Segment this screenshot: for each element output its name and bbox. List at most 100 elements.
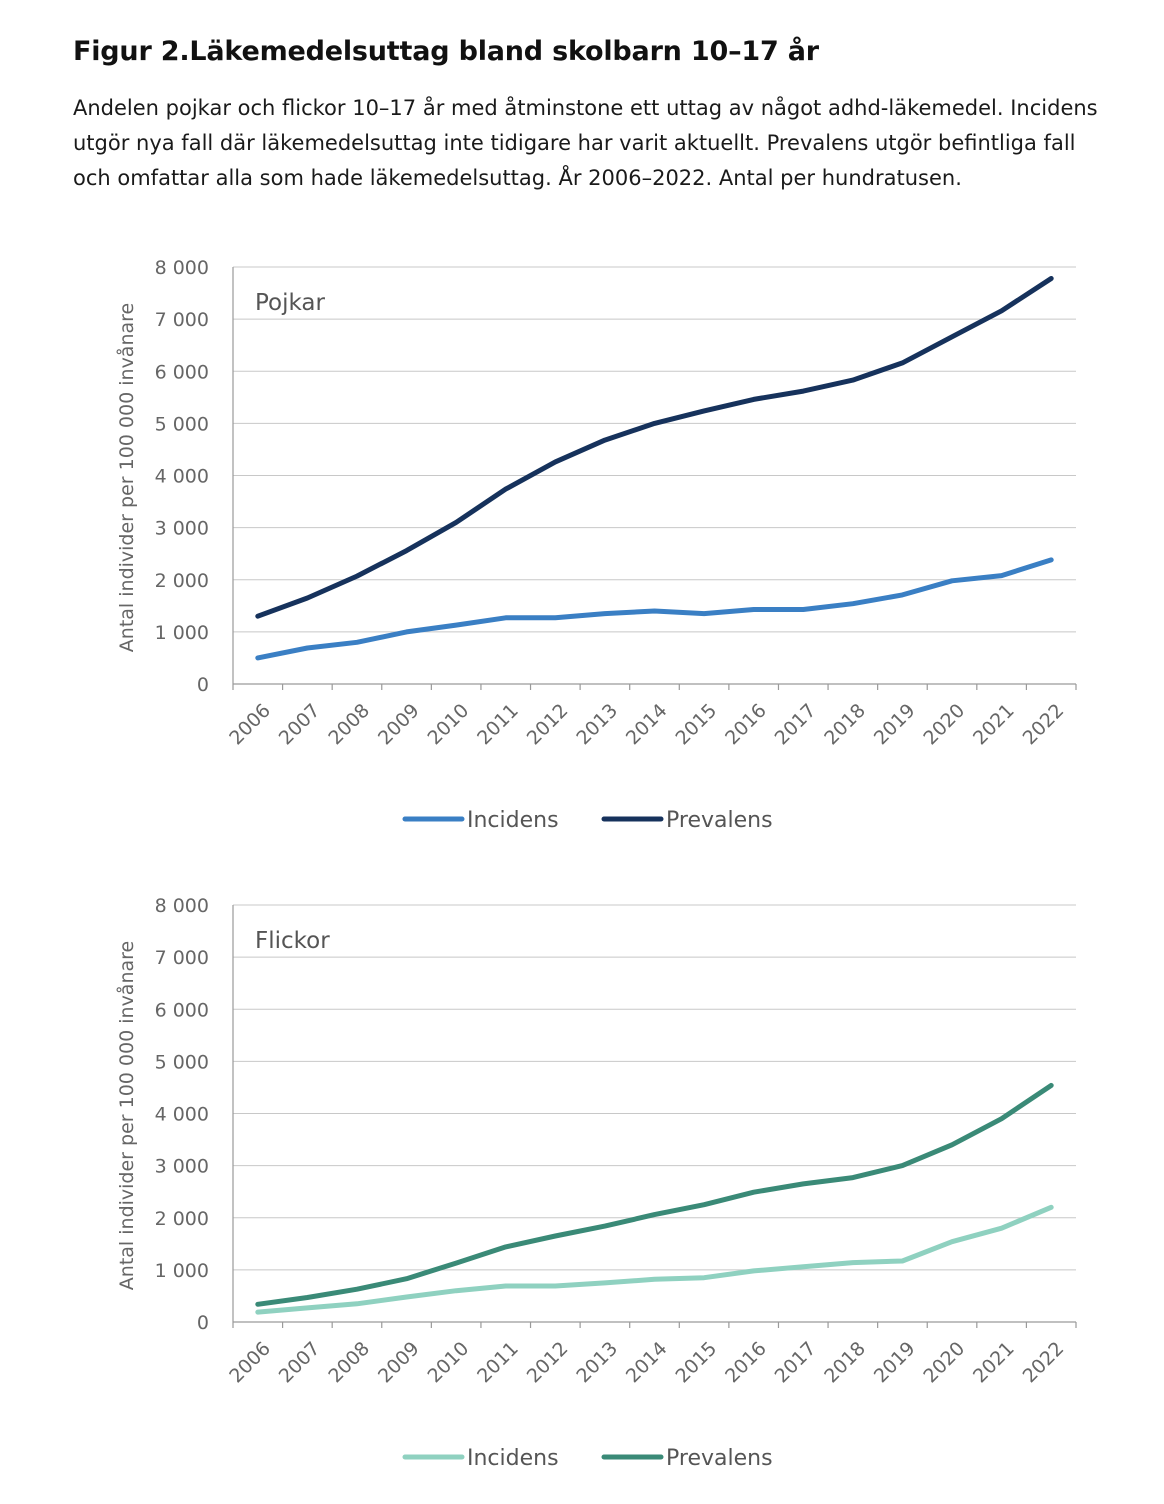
pojkar-xtick-label-2009: 2009 [374, 700, 424, 750]
pojkar-point-incidens-2008 [354, 640, 359, 645]
pojkar-point-prevalens-2018 [850, 378, 855, 383]
flickor-xtick-label-2010: 2010 [424, 1338, 474, 1388]
flickor-series-line-prevalens [255, 1082, 1054, 1307]
flickor-xtick-label-2016: 2016 [721, 1338, 771, 1388]
flickor-point-incidens-2010 [454, 1288, 459, 1293]
flickor-series-line-incidens [255, 1204, 1054, 1315]
pojkar-xtick-label-2015: 2015 [671, 700, 721, 750]
pojkar-series-line-prevalens [255, 276, 1054, 619]
flickor-xtick-label-2022: 2022 [1019, 1338, 1069, 1388]
pojkar-point-prevalens-2011 [503, 487, 508, 492]
flickor-point-prevalens-2009 [404, 1276, 409, 1281]
flickor-point-incidens-2012 [553, 1284, 558, 1289]
figure-description: Andelen pojkar och flickor 10–17 år med … [73, 96, 1098, 190]
pojkar-point-prevalens-2008 [354, 574, 359, 579]
flickor-point-prevalens-2017 [801, 1181, 806, 1186]
pojkar-panel-label: Pojkar [255, 290, 326, 316]
flickor-xtick-label-2020: 2020 [919, 1338, 969, 1388]
pojkar-xtick-label-2020: 2020 [919, 700, 969, 750]
pojkar-point-incidens-2022 [1049, 557, 1054, 562]
flickor-point-incidens-2013 [602, 1280, 607, 1285]
chart-pojkar-svg: 0 1 000 2 000 3 000 4 000 5 000 6 000 7 000 8 00… [115, 257, 1077, 833]
flickor-point-prevalens-2019 [900, 1163, 905, 1168]
flickor-ytick-label: 3 000 [155, 1156, 209, 1178]
pojkar-point-incidens-2016 [751, 607, 756, 612]
pojkar-point-prevalens-2022 [1049, 276, 1054, 281]
pojkar-point-prevalens-2010 [454, 520, 459, 525]
flickor-ytick-label: 8 000 [155, 895, 209, 917]
pojkar-ytick-label: 4 000 [155, 466, 209, 488]
flickor-point-incidens-2019 [900, 1259, 905, 1264]
flickor-point-incidens-2018 [850, 1260, 855, 1265]
pojkar-point-incidens-2007 [305, 646, 310, 651]
pojkar-point-incidens-2017 [801, 607, 806, 612]
flickor-ytick-label: 6 000 [155, 999, 209, 1021]
flickor-point-prevalens-2022 [1049, 1083, 1054, 1088]
flickor-point-incidens-2021 [999, 1226, 1004, 1231]
flickor-legend-label-prevalens: Prevalens [666, 1446, 773, 1471]
flickor-point-prevalens-2010 [454, 1261, 459, 1266]
flickor-legend-label-incidens: Incidens [467, 1446, 559, 1471]
pojkar-xtick-label-2014: 2014 [622, 700, 672, 750]
pojkar-series-line-incidens [255, 557, 1054, 661]
flickor-point-incidens-2020 [950, 1239, 955, 1244]
pojkar-point-incidens-2020 [950, 578, 955, 583]
flickor-point-incidens-2014 [652, 1277, 657, 1282]
pojkar-point-incidens-2021 [999, 573, 1004, 578]
pojkar-point-incidens-2012 [553, 615, 558, 620]
pojkar-point-prevalens-2017 [801, 389, 806, 394]
flickor-xtick-label-2006: 2006 [225, 1338, 275, 1388]
flickor-point-incidens-2009 [404, 1294, 409, 1299]
figure-title: Figur 2.Läkemedelsuttag bland skolbarn 1… [73, 36, 819, 67]
flickor-point-prevalens-2021 [999, 1116, 1004, 1121]
pojkar-ytick-label: 6 000 [155, 361, 209, 383]
pojkar-xtick-label-2012: 2012 [523, 700, 573, 750]
flickor-xtick-label-2013: 2013 [572, 1338, 622, 1388]
pojkar-point-incidens-2011 [503, 615, 508, 620]
flickor-xtick-label-2008: 2008 [324, 1338, 374, 1388]
flickor-point-prevalens-2020 [950, 1142, 955, 1147]
pojkar-xtick-label-2021: 2021 [969, 700, 1019, 750]
pojkar-xtick-label-2016: 2016 [721, 700, 771, 750]
pojkar-point-prevalens-2012 [553, 459, 558, 464]
flickor-point-incidens-2007 [305, 1305, 310, 1310]
flickor-point-incidens-2022 [1049, 1205, 1054, 1210]
pojkar-point-incidens-2010 [454, 623, 459, 628]
flickor-xtick-label-2007: 2007 [275, 1338, 325, 1388]
pojkar-xtick-label-2018: 2018 [820, 700, 870, 750]
flickor-point-prevalens-2015 [702, 1202, 707, 1207]
flickor-point-prevalens-2008 [354, 1287, 359, 1292]
pojkar-xtick-label-2008: 2008 [324, 700, 374, 750]
pojkar-xtick-label-2022: 2022 [1019, 700, 1069, 750]
pojkar-ytick-label: 0 [197, 674, 209, 696]
pojkar-point-incidens-2014 [652, 609, 657, 614]
flickor-point-prevalens-2011 [503, 1244, 508, 1249]
pojkar-xtick-label-2007: 2007 [275, 700, 325, 750]
flickor-xtick-label-2017: 2017 [771, 1338, 821, 1388]
flickor-point-incidens-2017 [801, 1264, 806, 1269]
pojkar-point-prevalens-2014 [652, 421, 657, 426]
flickor-xtick-label-2021: 2021 [969, 1338, 1019, 1388]
pojkar-ytick-label: 3 000 [155, 518, 209, 540]
flickor-xtick-label-2012: 2012 [523, 1338, 573, 1388]
flickor-xtick-label-2019: 2019 [870, 1338, 920, 1388]
pojkar-ytick-label: 2 000 [155, 570, 209, 592]
flickor-ytick-label: 2 000 [155, 1208, 209, 1230]
pojkar-legend-label-incidens: Incidens [467, 808, 559, 833]
flickor-point-incidens-2016 [751, 1268, 756, 1273]
pojkar-ytick-label: 5 000 [155, 413, 209, 435]
flickor-point-prevalens-2016 [751, 1190, 756, 1195]
flickor-ytick-label: 4 000 [155, 1104, 209, 1126]
pojkar-point-prevalens-2016 [751, 397, 756, 402]
flickor-point-prevalens-2014 [652, 1212, 657, 1217]
chart-pojkar: 0 1 000 2 000 3 000 4 000 5 000 6 000 7 000 8 00… [0, 236, 1164, 836]
pojkar-point-incidens-2019 [900, 592, 905, 597]
flickor-point-incidens-2008 [354, 1301, 359, 1306]
pojkar-xtick-label-2013: 2013 [572, 700, 622, 750]
pojkar-point-incidens-2006 [255, 655, 260, 660]
pojkar-xtick-label-2006: 2006 [225, 700, 275, 750]
flickor-ytick-label: 7 000 [155, 947, 209, 969]
flickor-point-prevalens-2012 [553, 1233, 558, 1238]
pojkar-point-prevalens-2021 [999, 308, 1004, 313]
pojkar-xtick-label-2010: 2010 [424, 700, 474, 750]
